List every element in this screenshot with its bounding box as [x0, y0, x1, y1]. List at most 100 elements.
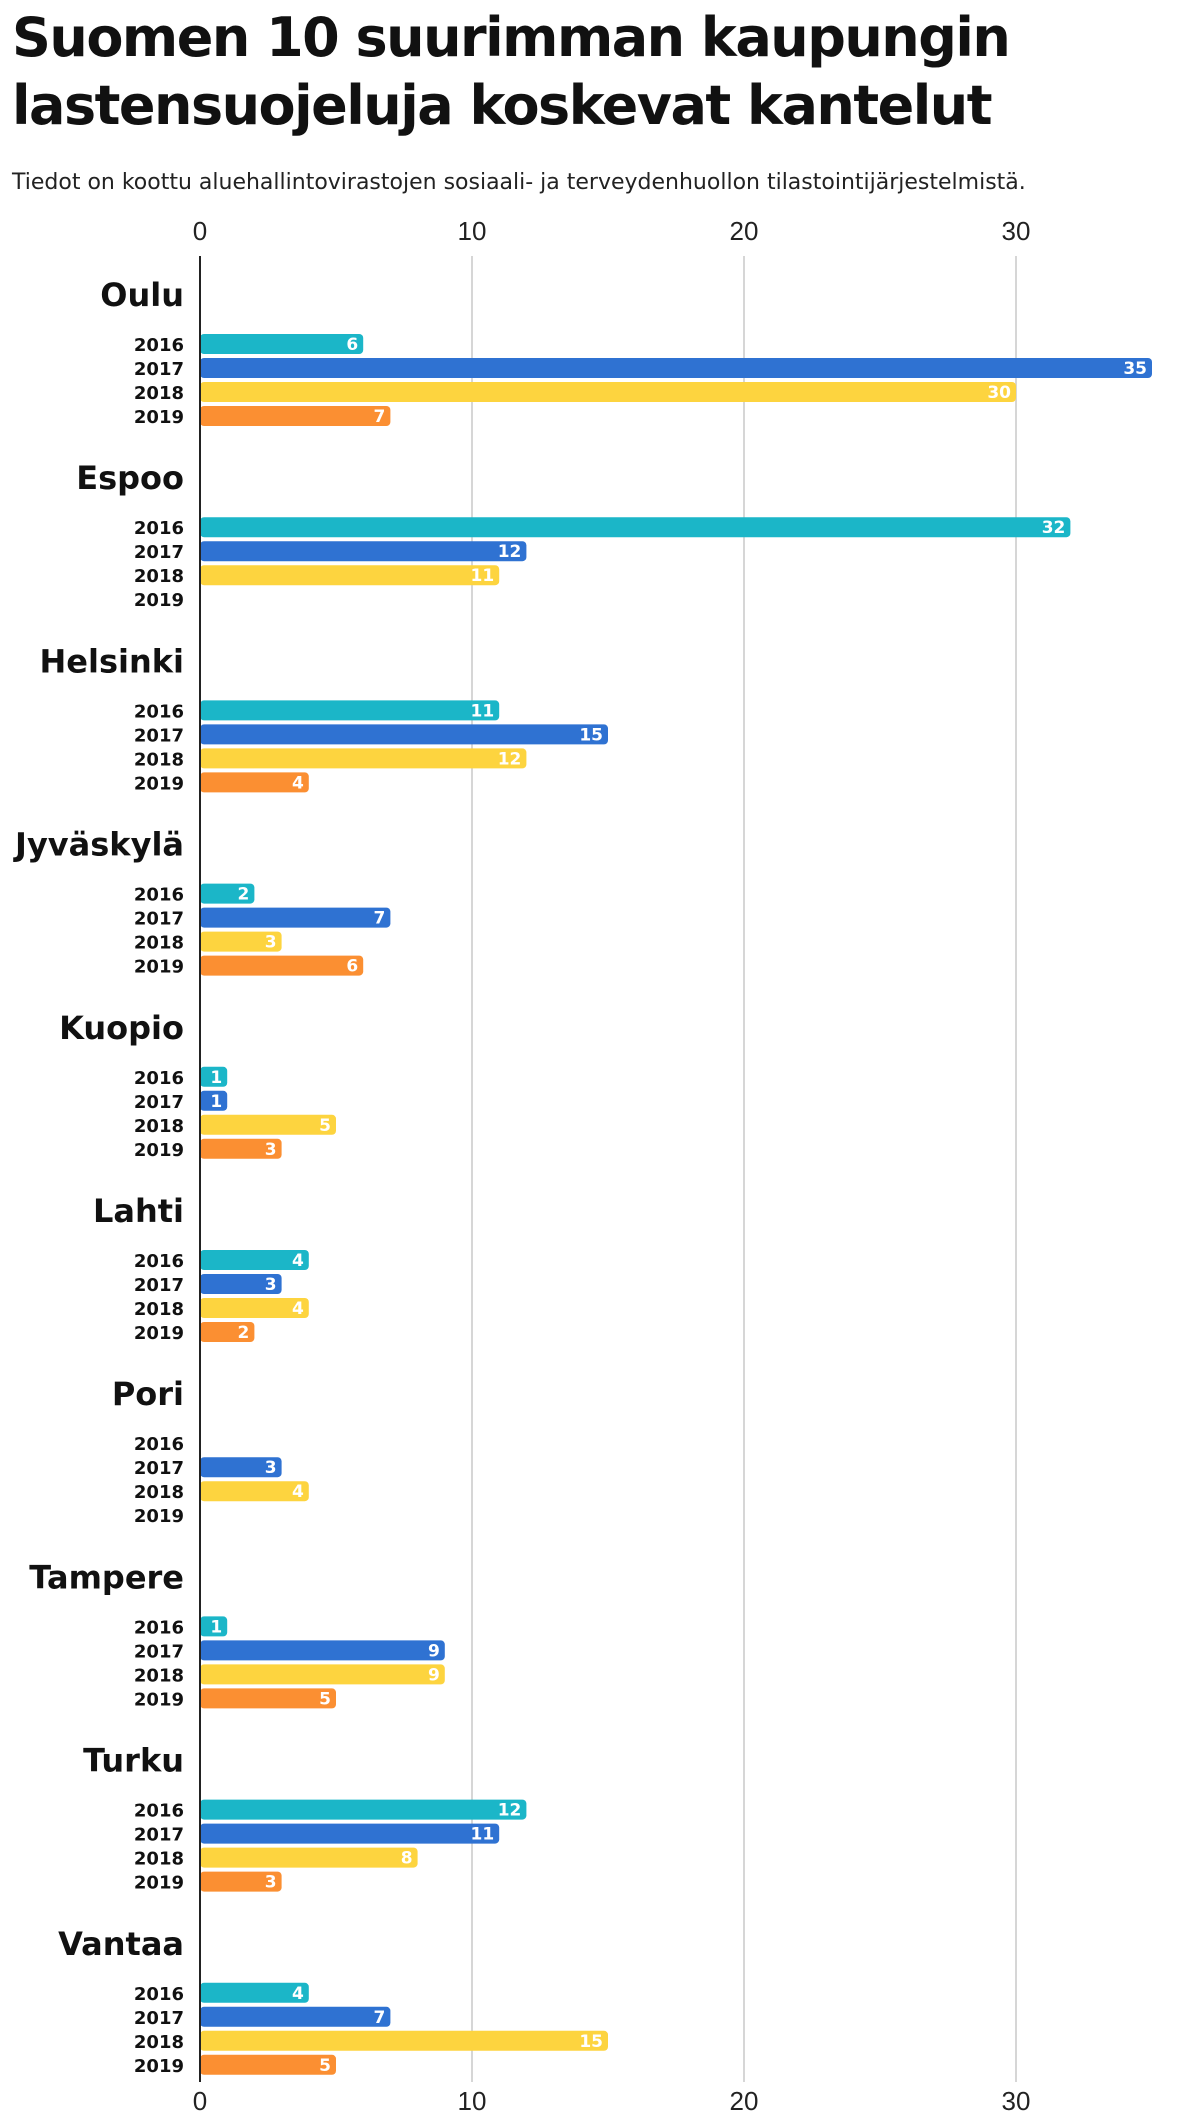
- bar: [200, 1138, 282, 1159]
- year-label: 2017: [134, 542, 184, 563]
- year-label: 2016: [134, 335, 184, 356]
- bar-group-7: Tampere 2016 1 2017 9 2018 9 2019 5: [29, 1558, 445, 1710]
- bar-group-2: Helsinki 2016 11 2017 15 2018 12 2019 4: [40, 642, 608, 794]
- bar-value-label: 7: [374, 407, 386, 427]
- bar: [200, 1250, 309, 1270]
- year-label: 2019: [134, 773, 184, 794]
- city-label: Helsinki: [40, 642, 185, 680]
- x-axis-top: 0 10 20 30: [193, 216, 1031, 246]
- year-label: 2019: [134, 1323, 184, 1344]
- bar-value-label: 3: [265, 1873, 277, 1893]
- bar: [200, 724, 608, 745]
- bar: [200, 931, 282, 952]
- bar-value-label: 15: [579, 2032, 603, 2052]
- bar: [200, 1090, 228, 1111]
- x-tick-top-0: 0: [193, 216, 207, 246]
- year-label: 2017: [134, 1825, 184, 1846]
- bar: [200, 2030, 608, 2051]
- bar-group-6: Pori 2016 2017 3 2018 4 2019: [112, 1375, 309, 1527]
- year-label: 2017: [134, 725, 184, 746]
- bar: [200, 334, 364, 354]
- year-label: 2016: [134, 518, 184, 539]
- bar: [200, 382, 1016, 402]
- bar-value-label: 2: [238, 885, 250, 905]
- year-label: 2018: [134, 1299, 184, 1320]
- year-label: 2017: [134, 2008, 184, 2029]
- bar: [200, 2006, 391, 2027]
- bar-value-label: 15: [579, 725, 603, 745]
- x-tick-top-20: 20: [730, 216, 759, 246]
- year-label: 2017: [134, 1458, 184, 1479]
- bar-value-label: 5: [319, 1689, 331, 1709]
- bar: [200, 1298, 309, 1318]
- year-label: 2018: [134, 1116, 184, 1137]
- year-label: 2019: [134, 590, 184, 611]
- year-label: 2018: [134, 1482, 184, 1503]
- bar-value-label: 2: [238, 1323, 250, 1343]
- bar: [200, 1457, 282, 1478]
- bar-value-label: 1: [210, 1092, 222, 1112]
- city-label: Pori: [112, 1375, 184, 1413]
- x-tick-top-30: 30: [1002, 216, 1031, 246]
- x-tick-top-10: 10: [458, 216, 487, 246]
- year-label: 2018: [134, 933, 184, 954]
- year-label: 2016: [134, 1617, 184, 1638]
- chart-title: Suomen 10 suurimman kaupungin lastensuoj…: [12, 6, 1011, 137]
- bar: [200, 358, 1152, 378]
- city-label: Vantaa: [58, 1925, 184, 1963]
- x-axis-bottom: 0 10 20 30: [193, 2086, 1031, 2116]
- year-label: 2017: [134, 359, 184, 380]
- bar-value-label: 3: [265, 1275, 277, 1295]
- bar-group-4: Kuopio 2016 1 2017 1 2018 5 2019 3: [59, 1009, 336, 1161]
- bar-value-label: 5: [319, 1116, 331, 1136]
- bar-value-label: 12: [498, 1801, 522, 1821]
- x-tick-bottom-30: 30: [1002, 2086, 1031, 2116]
- year-label: 2018: [134, 1849, 184, 1870]
- year-label: 2018: [134, 566, 184, 587]
- year-label: 2018: [134, 2032, 184, 2053]
- bar: [200, 1982, 309, 2003]
- bar: [200, 565, 500, 586]
- bar-value-label: 3: [265, 1458, 277, 1478]
- city-label: Turku: [83, 1742, 184, 1780]
- bar-value-label: 1: [210, 1617, 222, 1637]
- bar: [200, 907, 391, 928]
- bar: [200, 1664, 445, 1685]
- bar-value-label: 4: [292, 773, 304, 793]
- bar-value-label: 11: [471, 701, 495, 721]
- city-label: Tampere: [29, 1558, 184, 1596]
- bar-value-label: 11: [471, 566, 495, 586]
- bar-value-label: 7: [374, 909, 386, 929]
- year-label: 2019: [134, 1506, 184, 1527]
- x-tick-bottom-0: 0: [193, 2086, 207, 2116]
- bar: [200, 517, 1071, 538]
- bar: [200, 541, 527, 562]
- bar-value-label: 4: [292, 1251, 304, 1271]
- x-tick-bottom-10: 10: [458, 2086, 487, 2116]
- bar-value-label: 12: [498, 749, 522, 769]
- city-label: Oulu: [100, 276, 184, 314]
- bar: [200, 1066, 228, 1087]
- bar-value-label: 4: [292, 1299, 304, 1319]
- bar: [200, 1688, 336, 1709]
- bar-value-label: 4: [292, 1984, 304, 2004]
- year-label: 2016: [134, 1801, 184, 1822]
- year-label: 2016: [134, 1434, 184, 1455]
- bar-value-label: 5: [319, 2056, 331, 2076]
- bar-group-0: Oulu 2016 6 2017 35 2018 30 2019 7: [100, 276, 1152, 428]
- year-label: 2019: [134, 1689, 184, 1710]
- bar: [200, 1322, 255, 1342]
- year-label: 2017: [134, 1275, 184, 1296]
- bar-value-label: 9: [428, 1641, 440, 1661]
- bar-value-label: 7: [374, 2008, 386, 2028]
- bar: [200, 1847, 418, 1868]
- year-label: 2018: [134, 1665, 184, 1686]
- bar-value-label: 3: [265, 933, 277, 953]
- bar: [200, 1799, 527, 1820]
- year-label: 2019: [134, 1140, 184, 1161]
- bar: [200, 1616, 228, 1637]
- bar-value-label: 9: [428, 1665, 440, 1685]
- bar: [200, 1274, 282, 1294]
- bar-value-label: 6: [346, 957, 358, 977]
- bar-value-label: 30: [987, 383, 1011, 403]
